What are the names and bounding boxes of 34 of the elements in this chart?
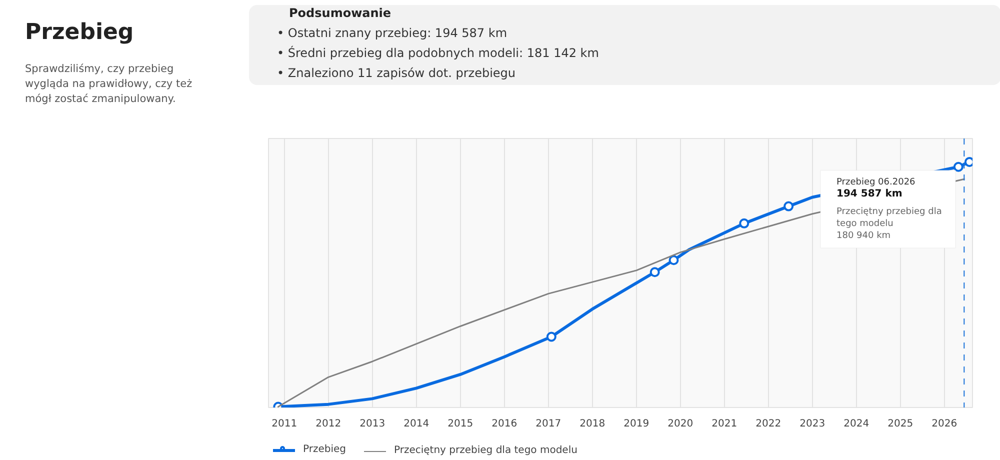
point (784, 201, 794, 212)
annotation: 194 587 km (836, 188, 902, 200)
annotation: Przebieg 06.2026 (836, 177, 916, 188)
x-tick-label: 2012 (316, 418, 342, 430)
point (739, 218, 750, 228)
legend-label: Przeciętny przebieg dla tego modelu (394, 444, 578, 458)
text: • Średni przebieg dla podobnych modeli: 181 142 km (277, 45, 600, 62)
x-tick-label: 2024 (844, 418, 870, 430)
point (546, 332, 556, 342)
x-tick-label: 2014 (404, 418, 430, 430)
x-tick-label: 2019 (624, 418, 650, 430)
annotation: Przeciętny przebieg dla tego modelu (836, 207, 942, 230)
x-tick-label: 2026 (932, 418, 958, 430)
x-tick-label: 2011 (272, 418, 298, 430)
x-tick-label: 2013 (360, 418, 386, 430)
point (650, 267, 660, 278)
annotation: 180 940 km (836, 231, 891, 242)
x-tick-label: 2020 (668, 418, 694, 430)
text: • Znaleziono 11 zapisów dot. przebiegu (277, 65, 517, 82)
text: Podsumowanie (289, 5, 392, 22)
x-tick-label: 2025 (888, 418, 914, 430)
text: • Ostatni znany przebieg: 194 587 km (277, 25, 508, 42)
text: Sprawdziliśmy, czy przebieg wygląda na prawidłowy, czy też mógł zostać zmanipulowany. (25, 62, 194, 108)
text: Przebieg (25, 19, 135, 47)
x-tick-label: 2015 (448, 418, 474, 430)
x-tick-label: 2018 (580, 418, 606, 430)
x-tick-label: 2016 (492, 418, 518, 430)
x-tick-label: 2022 (756, 418, 782, 430)
x-tick-label: 2023 (800, 418, 826, 430)
x-tick-label: 2017 (536, 418, 562, 430)
legend-label: Przebieg (303, 443, 346, 458)
point (668, 255, 679, 266)
point (953, 162, 964, 172)
x-tick-label: 2021 (712, 418, 738, 430)
